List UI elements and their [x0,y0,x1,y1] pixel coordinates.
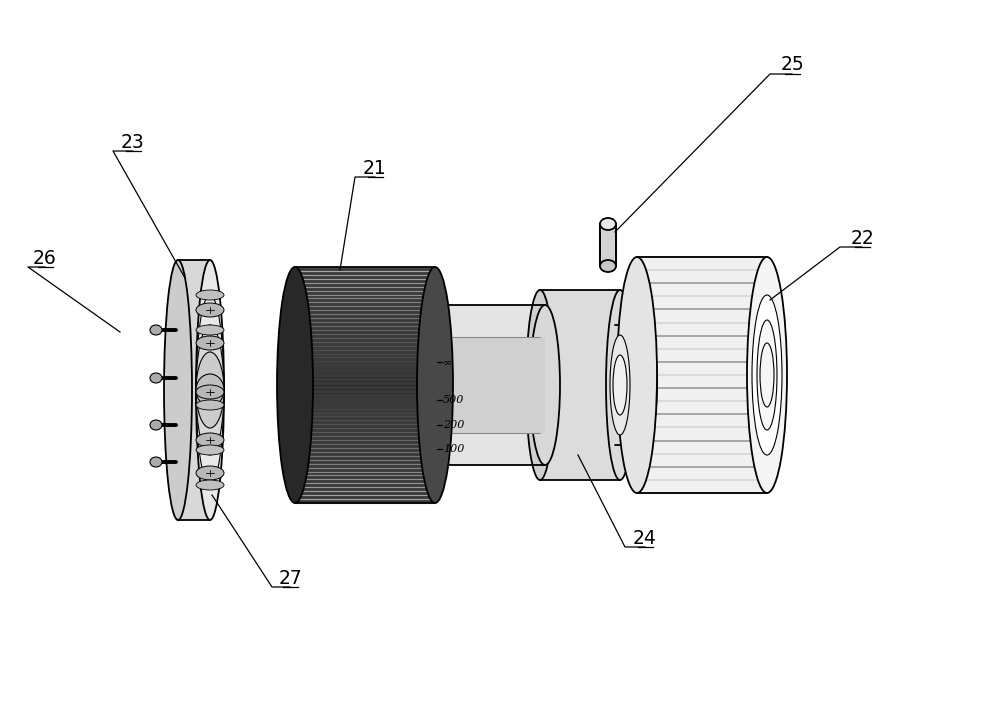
Text: 100: 100 [443,444,464,454]
Ellipse shape [196,303,224,317]
Text: 26: 26 [33,248,57,268]
Ellipse shape [150,457,162,467]
Ellipse shape [196,290,224,300]
Text: 24: 24 [633,529,657,548]
Ellipse shape [747,257,787,493]
Ellipse shape [757,320,777,430]
Ellipse shape [600,218,616,230]
Ellipse shape [196,385,224,399]
Ellipse shape [613,355,627,415]
Ellipse shape [150,420,162,430]
Ellipse shape [633,325,657,445]
Ellipse shape [417,267,453,503]
Ellipse shape [277,267,313,503]
Ellipse shape [606,290,634,480]
Bar [178,260,210,520]
Text: 25: 25 [780,56,804,75]
Ellipse shape [196,445,224,455]
Ellipse shape [760,343,774,407]
Ellipse shape [196,325,224,335]
Text: 500: 500 [443,395,464,405]
Ellipse shape [196,374,224,406]
Ellipse shape [617,257,657,493]
Text: 23: 23 [121,132,145,152]
Ellipse shape [420,305,450,465]
Ellipse shape [526,290,554,480]
Ellipse shape [196,336,224,350]
Text: 27: 27 [278,569,302,588]
Bar [295,267,435,503]
Bar [600,224,616,266]
Text: ∞: ∞ [443,357,452,367]
Ellipse shape [196,480,224,490]
Ellipse shape [530,305,560,465]
Bar [540,290,620,480]
Ellipse shape [196,433,224,447]
Ellipse shape [150,373,162,383]
Ellipse shape [196,400,224,410]
Ellipse shape [196,352,224,428]
Ellipse shape [196,466,224,480]
Text: 21: 21 [363,158,387,177]
Text: 22: 22 [850,228,874,247]
Bar [435,305,545,465]
Ellipse shape [600,260,616,272]
Ellipse shape [150,325,162,335]
Text: 200: 200 [443,420,464,430]
Ellipse shape [196,260,224,520]
Bar [637,257,767,493]
Ellipse shape [164,260,192,520]
Ellipse shape [752,295,782,455]
Ellipse shape [196,325,224,455]
Bar [435,337,545,433]
Ellipse shape [610,335,630,435]
Bar [615,325,645,445]
